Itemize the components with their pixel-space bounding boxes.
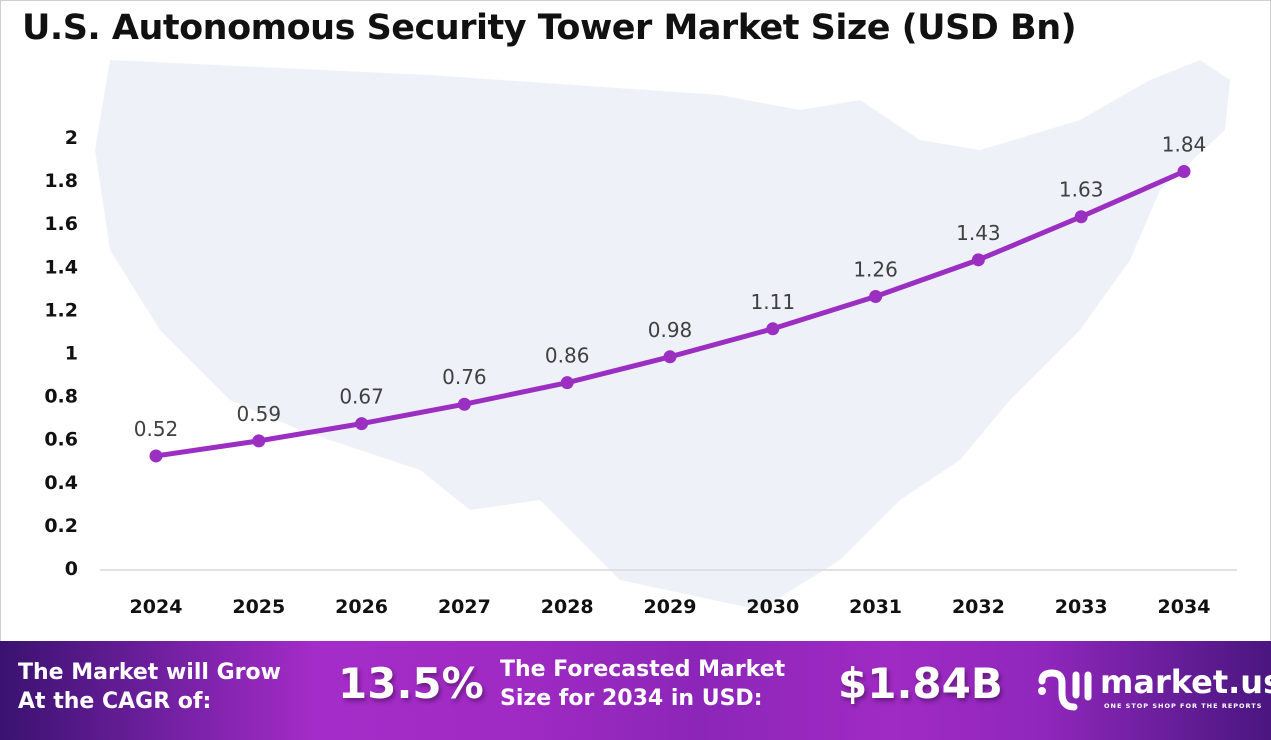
data-point — [1074, 210, 1088, 224]
y-tick-label: 1.2 — [44, 299, 78, 321]
x-tick-label: 2032 — [952, 596, 1005, 618]
y-tick-label: 0.2 — [44, 515, 78, 537]
data-label: 1.43 — [956, 221, 1001, 245]
logo-text: market.us — [1100, 663, 1271, 701]
forecast-label-line2: Size for 2034 in USD: — [500, 686, 763, 711]
x-tick-label: 2028 — [541, 596, 594, 618]
x-tick-label: 2024 — [130, 596, 183, 618]
data-label: 0.86 — [545, 344, 590, 368]
y-tick-label: 2 — [65, 127, 78, 149]
data-label: 0.67 — [339, 385, 384, 409]
y-tick-label: 0 — [65, 558, 78, 580]
data-label: 0.76 — [442, 365, 487, 389]
us-map-background — [95, 60, 1230, 610]
x-tick-label: 2027 — [438, 596, 491, 618]
chart: 0 0.2 0.4 0.6 0.8 1 1.2 1.4 1.6 1.8 2 2024 2025 2026… — [44, 60, 1237, 618]
data-point — [1177, 164, 1191, 178]
data-label: 0.98 — [648, 318, 693, 342]
forecast-label: The Forecasted Market Size for 2034 in U… — [500, 655, 785, 713]
data-point — [766, 322, 780, 336]
data-label: 1.84 — [1162, 132, 1207, 156]
data-label: 0.52 — [134, 417, 179, 441]
footer-banner: The Market will Grow At the CAGR of: 13.… — [0, 641, 1271, 740]
data-point — [663, 350, 677, 364]
x-tick-label: 2026 — [335, 596, 388, 618]
cagr-label-line2: At the CAGR of: — [18, 689, 212, 714]
forecast-value: $1.84B — [838, 659, 1003, 708]
x-tick-label: 2033 — [1055, 596, 1108, 618]
data-point — [869, 289, 883, 303]
forecast-label-line1: The Forecasted Market — [500, 657, 786, 682]
y-tick-label: 1.4 — [44, 256, 78, 278]
market-us-logo-icon — [1038, 669, 1092, 711]
data-label: 0.59 — [237, 402, 282, 426]
x-tick-label: 2025 — [232, 596, 285, 618]
data-point — [252, 434, 266, 448]
y-tick-label: 1.8 — [44, 170, 78, 192]
data-point — [149, 449, 163, 463]
y-tick-label: 1 — [65, 343, 78, 365]
cagr-label-line1: The Market will Grow — [18, 660, 281, 685]
logo-tagline: ONE STOP SHOP FOR THE REPORTS — [1104, 702, 1263, 710]
cagr-label: The Market will Grow At the CAGR of: — [18, 658, 281, 716]
x-tick-label: 2034 — [1158, 596, 1211, 618]
y-tick-label: 0.6 — [44, 429, 78, 451]
x-tick-label: 2031 — [849, 596, 902, 618]
data-point — [457, 397, 471, 411]
y-tick-label: 0.4 — [44, 472, 78, 494]
data-label: 1.63 — [1059, 178, 1104, 202]
x-tick-label: 2030 — [746, 596, 799, 618]
cagr-value: 13.5% — [338, 659, 484, 708]
data-label: 1.11 — [751, 290, 796, 314]
data-point — [355, 417, 369, 431]
y-tick-label: 1.6 — [44, 213, 78, 235]
data-label: 1.26 — [853, 257, 898, 281]
y-tick-label: 0.8 — [44, 386, 78, 408]
x-tick-label: 2029 — [644, 596, 697, 618]
data-point — [971, 253, 985, 267]
data-point — [560, 376, 574, 390]
chart-title: U.S. Autonomous Security Tower Market Si… — [22, 8, 1077, 48]
